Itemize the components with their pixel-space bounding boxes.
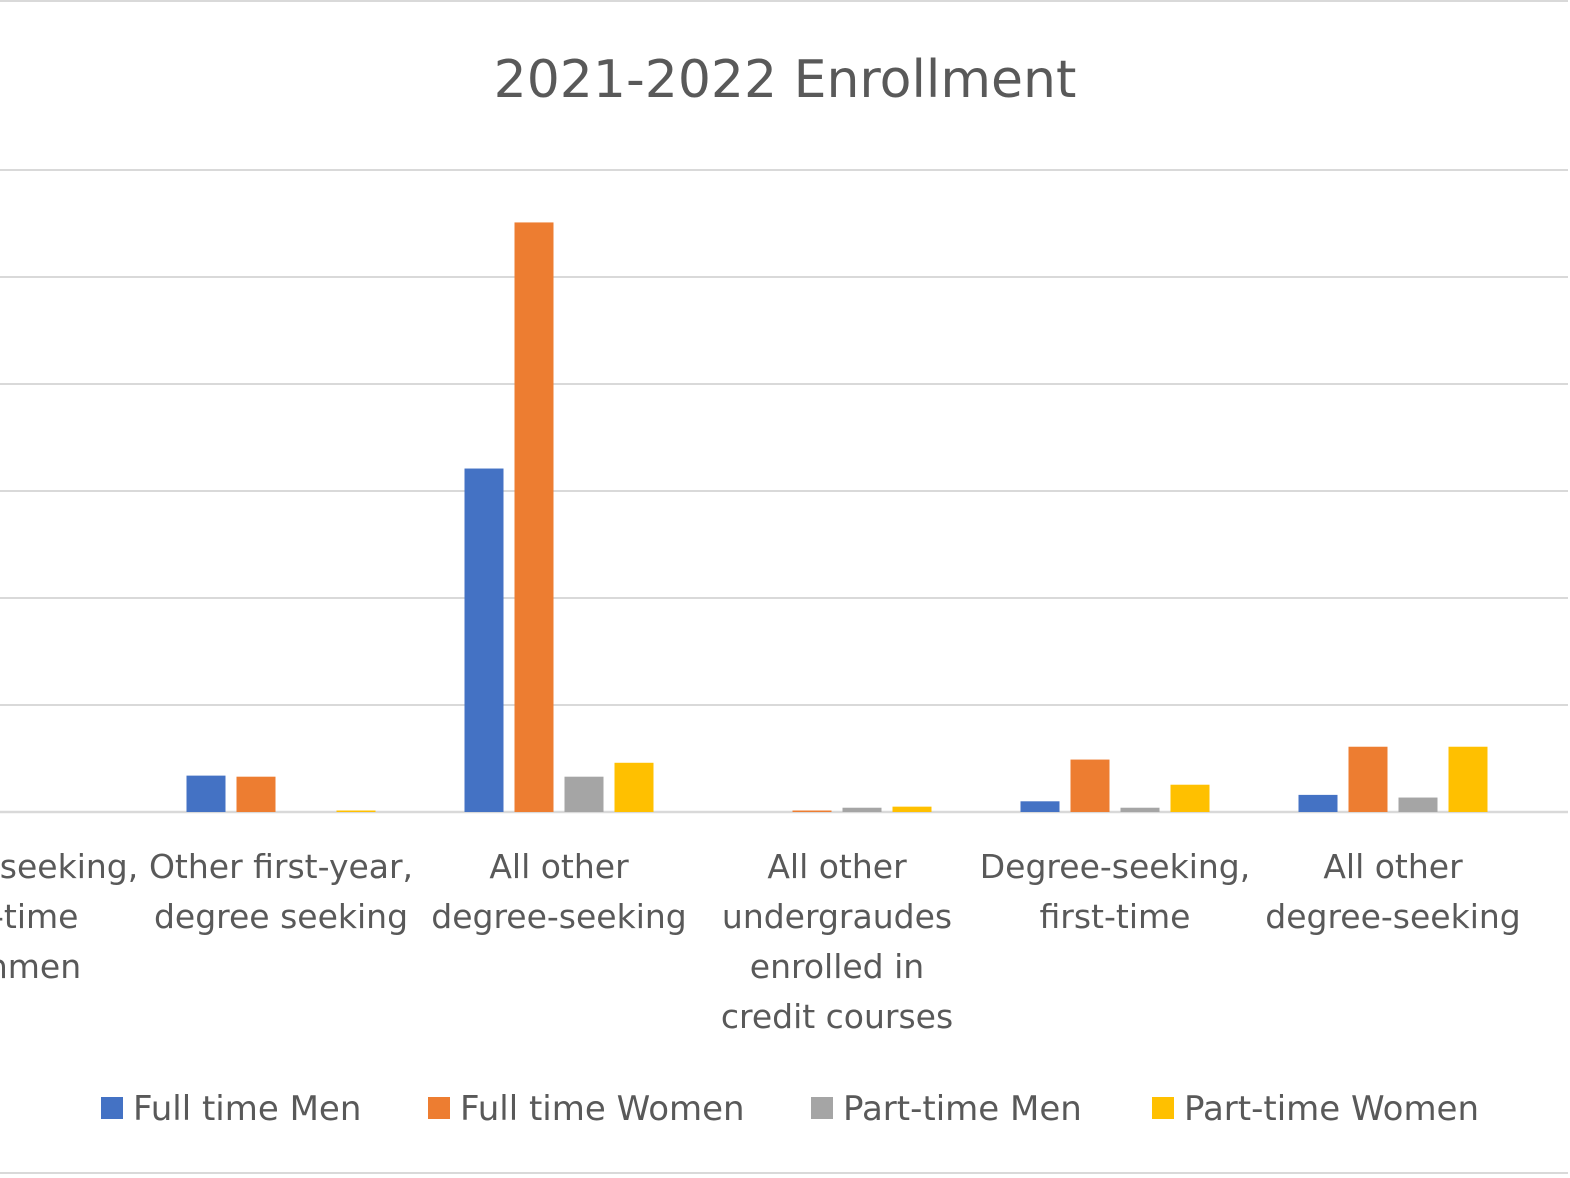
category-label: Degree-seeking, <box>0 847 138 886</box>
category-label: first-time <box>0 897 78 936</box>
category-label: Degree-seeking, <box>980 847 1250 886</box>
bar-full-time-men <box>1298 794 1338 812</box>
bar-part-time-women <box>614 762 654 812</box>
bar-part-time-men <box>842 807 882 812</box>
bar-full-time-women <box>792 810 832 812</box>
bar-full-time-women <box>1070 759 1110 812</box>
category-label: credit courses <box>721 997 953 1036</box>
bar-full-time-women <box>1348 746 1388 812</box>
category-label: freshmen <box>0 947 81 986</box>
category-label: degree-seeking <box>431 897 687 936</box>
gridlines <box>0 169 1568 814</box>
legend-swatch <box>1152 1097 1174 1119</box>
bar-full-time-men <box>186 775 226 812</box>
bar-part-time-women <box>336 810 376 812</box>
legend-swatch <box>428 1097 450 1119</box>
legend: Full time Men Full time Women Part-time Me… <box>101 1089 1479 1129</box>
category-label: Other first-year, <box>149 847 413 886</box>
legend-label: Part-time Men <box>843 1089 1082 1129</box>
category-label: degree seeking <box>154 897 408 936</box>
bar-part-time-women <box>1448 746 1488 812</box>
bar-part-time-men <box>1398 797 1438 812</box>
legend-item: Part-time Men <box>811 1089 1082 1129</box>
bar-full-time-women <box>236 776 276 812</box>
legend-item: Full time Men <box>101 1089 361 1129</box>
bar-full-time-women <box>514 222 554 812</box>
category-label: enrolled in <box>750 947 924 986</box>
chart-title: 2021-2022 Enrollment <box>494 50 1077 110</box>
legend-item: Full time Women <box>428 1089 745 1129</box>
legend-label: Full time Men <box>133 1089 361 1129</box>
category-label: All other <box>489 847 629 886</box>
category-label: All other <box>1323 847 1463 886</box>
legend-item: Part-time Women <box>1152 1089 1479 1129</box>
bar-part-time-women <box>1170 784 1210 812</box>
bar-full-time-men <box>464 468 504 812</box>
legend-label: Full time Women <box>460 1089 745 1129</box>
legend-swatch <box>101 1097 123 1119</box>
bar-part-time-men <box>564 776 604 812</box>
bar-full-time-men <box>1020 801 1060 812</box>
category-label: first-time <box>1040 897 1191 936</box>
legend-label: Part-time Women <box>1184 1089 1479 1129</box>
category-label: degree-seeking <box>1265 897 1521 936</box>
category-label: All other <box>767 847 907 886</box>
category-labels: Degree-seeking, first-time freshmen Other f… <box>0 847 1521 1036</box>
bar-part-time-men <box>1120 807 1160 812</box>
bars <box>186 222 1488 812</box>
legend-swatch <box>811 1097 833 1119</box>
category-label: undergraudes <box>722 897 952 936</box>
bar-part-time-women <box>892 806 932 812</box>
